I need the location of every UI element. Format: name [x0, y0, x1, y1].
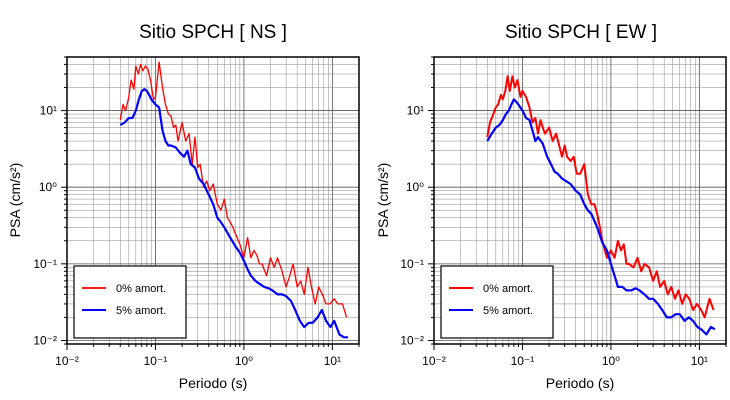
x-tick-label: 10¹	[324, 354, 341, 368]
y-tick-label: 10⁰	[406, 180, 424, 194]
series-line-0	[486, 75, 715, 319]
legend: 0% amort. 5% amort.	[73, 265, 187, 339]
x-tick-label: 10⁰	[235, 354, 253, 368]
legend-label-0: 0% amort.	[483, 283, 533, 295]
axis-ticks: 10⁻² 10⁻¹ 10⁰ 10¹ 10⁻² 10⁻¹ 10⁰ 10¹	[33, 56, 360, 368]
x-axis-label: Periodo (s)	[546, 375, 614, 391]
x-tick-label: 10⁻²	[422, 354, 446, 368]
y-tick-label: 10⁻²	[33, 333, 57, 347]
series-line-0	[119, 61, 348, 318]
chart-ew: Sitio SPCH [ EW ] 10⁻² 10⁻¹ 10⁰ 10¹ 10⁻² 10⁻¹…	[375, 22, 727, 391]
x-tick-label: 10⁻²	[55, 354, 79, 368]
x-tick-label: 10⁻¹	[511, 354, 535, 368]
x-axis-label: Periodo (s)	[179, 375, 247, 391]
legend-label-1: 5% amort.	[483, 305, 533, 317]
x-tick-label: 10¹	[691, 354, 708, 368]
chart-title: Sitio SPCH [ NS ]	[139, 22, 287, 43]
y-tick-label: 10⁻¹	[400, 257, 424, 271]
chart-title: Sitio SPCH [ EW ]	[505, 22, 657, 43]
plot-frame	[66, 56, 360, 345]
y-tick-label: 10⁰	[39, 180, 57, 194]
x-tick-label: 10⁻¹	[144, 354, 168, 368]
legend-label-0: 0% amort.	[116, 283, 166, 295]
y-tick-label: 10⁻¹	[33, 257, 57, 271]
y-tick-label: 10¹	[40, 104, 57, 118]
legend: 0% amort. 5% amort.	[440, 265, 554, 339]
y-tick-label: 10⁻²	[400, 333, 424, 347]
y-tick-label: 10¹	[407, 104, 424, 118]
legend-label-1: 5% amort.	[116, 305, 166, 317]
chart-ns: Sitio SPCH [ NS ] 10⁻² 10⁻¹ 10⁰ 10¹ 10⁻² 10⁻¹…	[7, 22, 360, 391]
x-tick-label: 10⁰	[602, 354, 620, 368]
legend-box	[440, 265, 554, 339]
plot-frame	[433, 56, 727, 345]
axis-ticks: 10⁻² 10⁻¹ 10⁰ 10¹ 10⁻² 10⁻¹ 10⁰ 10¹	[400, 56, 727, 368]
series-group	[486, 75, 716, 336]
series-line-1	[486, 98, 716, 336]
series-group	[119, 61, 348, 339]
y-axis-label: PSA (cm/s²)	[375, 163, 391, 238]
legend-box	[73, 265, 187, 339]
series-line-1	[119, 88, 348, 339]
grid	[66, 56, 360, 345]
y-axis-label: PSA (cm/s²)	[7, 163, 23, 238]
